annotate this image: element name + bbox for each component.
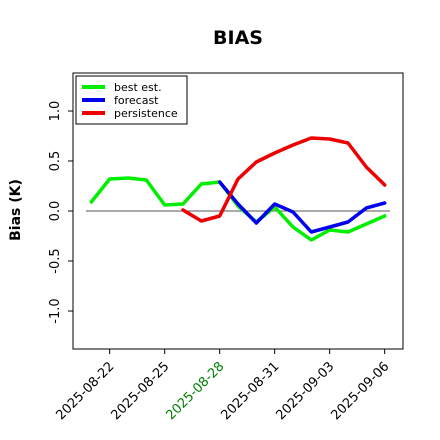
legend-label: persistence [114,107,178,120]
x-tick-label: 2025-08-25 [108,359,172,423]
series-group [89,136,387,242]
x-tick-label: 2025-09-03 [273,359,337,423]
y-tick-label: 0.0 [48,201,63,222]
legend-label: forecast [114,94,159,107]
y-tick-label: 0.5 [48,151,63,172]
series-line-persistence [181,136,387,223]
y-tick-label: 1.0 [48,101,63,122]
x-tick-label: 2025-09-06 [328,359,392,423]
y-tick-label: -0.5 [48,248,63,273]
series-line-forecast [217,180,387,234]
y-axis-label: Bias (K) [8,179,24,241]
y-tick-label: -1.0 [48,298,63,323]
x-axis: 2025-08-222025-08-252025-08-282025-08-31… [53,349,392,423]
x-tick-label: 2025-08-31 [218,359,282,423]
y-axis: -1.0 -0.5 0.0 0.5 1.0 [48,101,73,324]
legend-label: best est. [114,81,162,94]
x-tick-label: 2025-08-22 [53,359,117,423]
chart-title: BIAS [213,27,263,49]
x-tick-label: 2025-08-28 [163,359,227,423]
